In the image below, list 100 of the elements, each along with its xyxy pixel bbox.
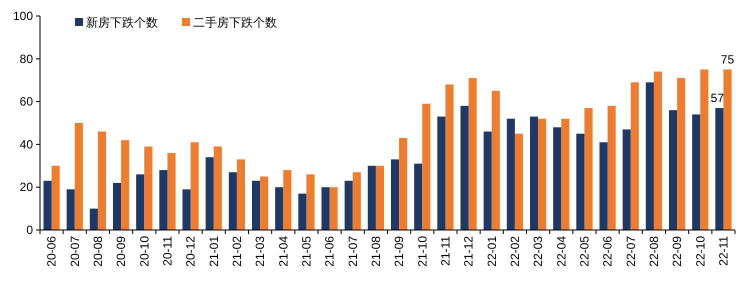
bar — [599, 142, 608, 230]
bar — [98, 132, 106, 230]
x-tick-label: 20-09 — [114, 236, 128, 267]
y-tick-label: 0 — [26, 223, 34, 237]
bar — [376, 166, 384, 230]
bar — [484, 132, 492, 230]
bar — [190, 142, 199, 230]
bar — [52, 166, 60, 230]
x-tick-label: 22-10 — [693, 236, 708, 267]
bar — [330, 187, 338, 230]
bar — [236, 159, 246, 230]
x-tick-label: 20-06 — [44, 236, 59, 267]
y-tick-label: 100 — [12, 9, 34, 23]
bar — [530, 116, 538, 230]
x-tick-label: 20-08 — [90, 236, 105, 267]
x-tick-label: 20-11 — [160, 236, 174, 266]
x-tick-label: 21-09 — [392, 236, 406, 267]
x-tick-label: 21-11 — [438, 236, 452, 266]
bar — [437, 116, 446, 230]
bar — [668, 110, 678, 230]
bar — [399, 138, 408, 230]
bar — [492, 90, 500, 230]
bar — [414, 164, 422, 230]
bar — [700, 70, 708, 230]
bar — [553, 127, 562, 230]
y-tick-label: 60 — [20, 94, 34, 109]
bar — [74, 123, 83, 230]
bar — [692, 114, 700, 230]
bar — [608, 106, 616, 230]
bar — [538, 118, 546, 230]
bar — [576, 134, 584, 230]
x-tick-label: 20-10 — [137, 236, 152, 267]
bar — [298, 194, 306, 230]
x-tick-label: 21-10 — [415, 236, 430, 267]
bar — [283, 170, 292, 230]
bar — [422, 104, 430, 230]
bar — [306, 174, 315, 230]
x-tick-label: 21-05 — [299, 236, 314, 267]
bar — [390, 159, 400, 230]
bar — [321, 187, 330, 230]
x-tick-label: 21-03 — [253, 236, 268, 267]
x-tick-label: 22-11 — [716, 236, 730, 266]
bar — [182, 189, 191, 230]
x-tick-label: 22-09 — [670, 236, 684, 267]
x-tick-label: 21-08 — [368, 236, 383, 267]
bar — [352, 172, 361, 230]
bar — [715, 108, 724, 230]
x-tick-label: 21-02 — [230, 236, 244, 267]
bar — [584, 108, 593, 230]
legend-label: 二手房下跌个数 — [193, 16, 277, 30]
bar — [344, 180, 353, 230]
bar — [468, 78, 477, 230]
y-tick-label: 20 — [20, 180, 34, 194]
legend-label: 新房下跌个数 — [86, 16, 158, 30]
y-tick-label: 80 — [20, 52, 34, 66]
data-label: 57 — [710, 91, 724, 106]
bar — [460, 106, 469, 230]
bar — [368, 166, 376, 230]
x-tick-label: 21-06 — [322, 236, 337, 267]
bar — [723, 70, 732, 230]
bar — [445, 84, 454, 230]
x-tick-label: 22-08 — [646, 236, 661, 267]
data-label: 75 — [720, 52, 734, 66]
bar — [159, 170, 168, 230]
bar — [90, 208, 98, 230]
bar — [206, 157, 214, 230]
x-tick-label: 22-02 — [508, 236, 522, 267]
bar — [646, 82, 654, 230]
bar — [112, 182, 122, 230]
bar — [167, 152, 176, 230]
x-tick-label: 22-01 — [484, 236, 499, 267]
x-tick-label: 21-07 — [346, 236, 360, 267]
x-tick-label: 21-12 — [462, 236, 476, 267]
x-tick-label: 20-12 — [184, 236, 198, 267]
x-tick-label: 21-04 — [276, 236, 290, 267]
x-tick-label: 22-03 — [531, 236, 546, 267]
bar — [677, 78, 686, 230]
x-tick-label: 22-06 — [600, 236, 615, 267]
x-tick-label: 20-07 — [68, 236, 82, 267]
x-tick-label: 21-01 — [206, 236, 221, 267]
bar — [630, 82, 639, 230]
bar — [561, 118, 570, 230]
bar — [275, 187, 284, 230]
bar — [136, 174, 144, 230]
bar — [622, 129, 631, 230]
x-tick-label: 22-05 — [577, 236, 592, 267]
x-tick-label: 22-07 — [624, 236, 638, 267]
bar — [252, 180, 260, 230]
bar — [514, 134, 524, 230]
y-tick-label: 40 — [20, 137, 34, 152]
bar — [121, 140, 130, 230]
bar — [66, 189, 75, 230]
bar — [214, 146, 222, 230]
bar — [144, 146, 152, 230]
bar — [260, 176, 268, 230]
bar — [506, 118, 515, 230]
bar — [228, 172, 237, 230]
bar — [654, 72, 662, 230]
bar — [43, 180, 52, 230]
x-tick-label: 22-04 — [554, 236, 568, 267]
